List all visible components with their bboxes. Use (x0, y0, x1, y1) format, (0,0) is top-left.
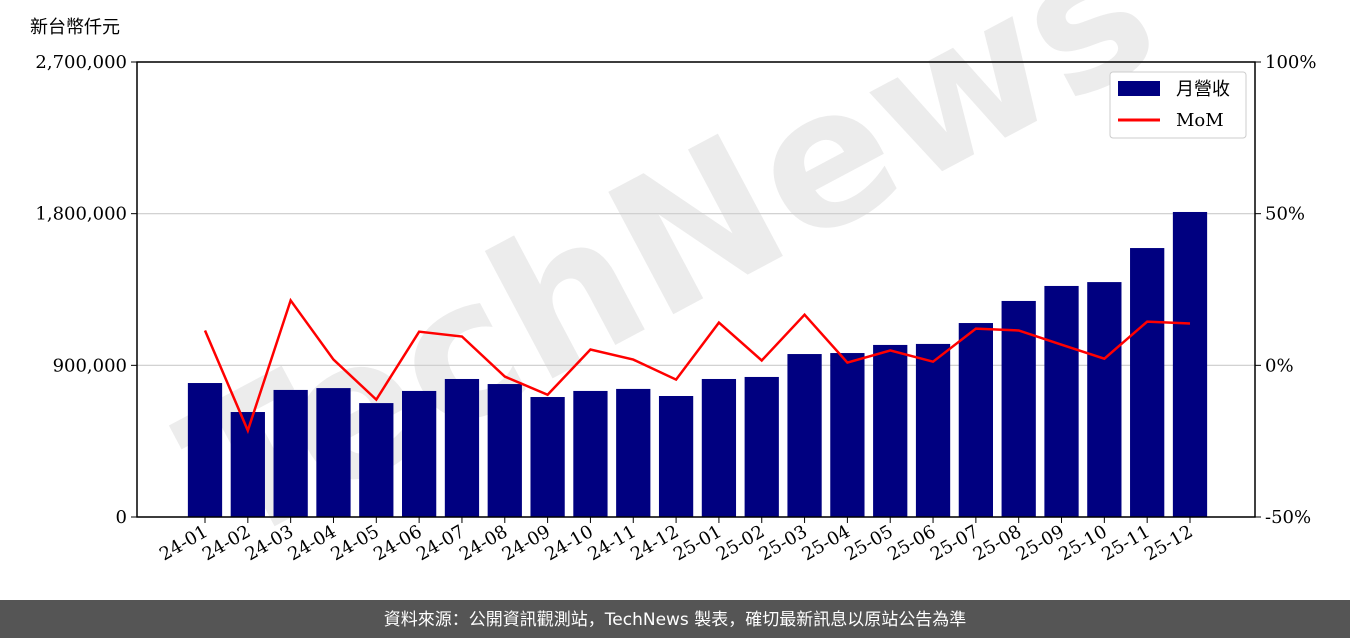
bar (787, 354, 822, 517)
y-tick-label: 1,800,000 (35, 204, 127, 225)
y-tick-label: 0 (116, 507, 127, 528)
x-tick-label: 24-06 (370, 521, 425, 565)
bar (573, 390, 608, 517)
bar (1172, 211, 1208, 517)
x-tick-label: 25-04 (798, 521, 853, 565)
plot-frame (136, 61, 1256, 518)
x-tick-label: 25-02 (713, 521, 768, 565)
x-tick-label: 24-08 (456, 521, 511, 565)
bar (530, 397, 565, 517)
bar (316, 388, 351, 517)
y2-tick-label: 0% (1265, 355, 1294, 376)
y-axis-label: 新台幣仟元 (30, 17, 120, 38)
x-tick-label: 25-11 (1098, 521, 1153, 565)
bar (487, 384, 522, 517)
footer: 資料來源：公開資訊觀測站，TechNews 製表，確切最新訊息以原站公告為準 (384, 610, 966, 630)
legend-label: 月營收 (1176, 79, 1230, 100)
bar (444, 378, 480, 517)
bar (359, 403, 394, 517)
bar (958, 323, 993, 517)
y2-tick-label: 100% (1265, 52, 1316, 73)
x-tick-label: 25-08 (970, 521, 1025, 565)
x-tick-label: 25-09 (1013, 521, 1068, 565)
bar (830, 353, 865, 517)
bar (402, 390, 437, 517)
y-tick-label: 2,700,000 (35, 52, 127, 73)
x-tick-label: 25-03 (756, 521, 811, 565)
x-tick-label: 24-10 (541, 521, 596, 565)
x-tick-label: 25-10 (1055, 521, 1110, 565)
legend-label: MoM (1176, 110, 1224, 131)
x-tick-label: 24-07 (413, 521, 468, 565)
x-tick-label: 25-12 (1141, 521, 1196, 565)
x-tick-label: 24-11 (584, 521, 639, 565)
bar (1044, 285, 1079, 517)
x-tick-label: 24-09 (499, 521, 554, 565)
y-tick-label: 900,000 (53, 355, 127, 376)
x-tick-label: 24-01 (156, 521, 211, 565)
bar (1001, 300, 1036, 517)
legend-swatch (1118, 81, 1160, 96)
bar (273, 389, 308, 517)
bar (701, 378, 737, 517)
bar (744, 376, 779, 517)
x-tick-label: 25-07 (927, 521, 982, 565)
x-tick-label: 25-05 (841, 521, 896, 565)
bar (187, 383, 223, 517)
x-tick-label: 25-06 (884, 521, 939, 565)
bar (873, 344, 908, 517)
bar (915, 343, 951, 517)
x-tick-label: 24-12 (627, 521, 682, 565)
footer-band (0, 600, 1350, 638)
bar (1087, 282, 1122, 517)
x-tick-label: 25-01 (670, 521, 725, 565)
y2-tick-label: -50% (1265, 507, 1311, 528)
bar (658, 396, 694, 517)
bar (1130, 248, 1165, 518)
y2-tick-label: 50% (1265, 204, 1305, 225)
mom-line (203, 297, 1191, 435)
bar (616, 388, 651, 517)
